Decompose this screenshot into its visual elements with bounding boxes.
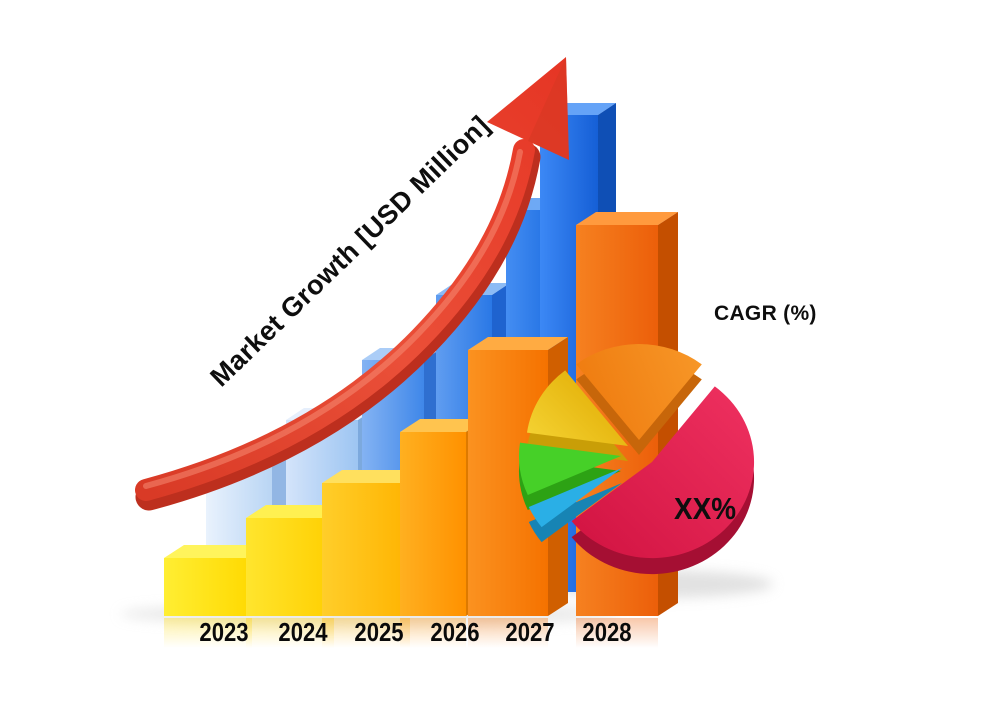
growth-arrow-icon [135, 57, 569, 511]
pie-slice-blue [528, 468, 622, 528]
bar-reflection-2027 [468, 618, 548, 648]
bar-front-face-2025 [322, 483, 410, 616]
axis-label-2023: 2023 [199, 617, 249, 647]
bar-front-top-2023 [164, 545, 272, 558]
pie-slice-blue-depth [528, 483, 622, 543]
pie-value-label: XX% [674, 491, 737, 526]
bar-front-top-2026 [400, 419, 486, 432]
axis-label-2027: 2027 [505, 617, 555, 647]
bar-front-face-2026 [400, 432, 466, 616]
cagr-label: CAGR (%) [714, 302, 817, 325]
bar-reflection-2025 [322, 618, 410, 648]
bar-reflection-2026 [400, 618, 466, 648]
axis-label-2024: 2024 [278, 617, 328, 647]
axis-label-2028: 2028 [582, 617, 632, 647]
bar-front-top-2028 [576, 212, 678, 225]
pie-chart [519, 344, 755, 575]
axis-label-2025: 2025 [354, 617, 404, 647]
bar-front-face-2024 [246, 518, 334, 616]
bar-reflection-2023 [164, 618, 252, 648]
pie-slice-red [571, 386, 755, 559]
arrow-main-stroke [135, 139, 535, 501]
bar-reflection-2024 [246, 618, 334, 648]
pie-slice-yellow [527, 370, 628, 446]
bar-front-face-2023 [164, 558, 252, 616]
bar-front-top-2027 [468, 337, 568, 350]
arrow-highlight-stroke [143, 149, 523, 489]
pie-slice-green [519, 442, 621, 495]
axis-label-2026: 2026 [430, 617, 480, 647]
arrow-head-shade [528, 57, 569, 160]
pie-slice-orange [576, 344, 702, 440]
bar-reflection-2028 [576, 618, 658, 648]
